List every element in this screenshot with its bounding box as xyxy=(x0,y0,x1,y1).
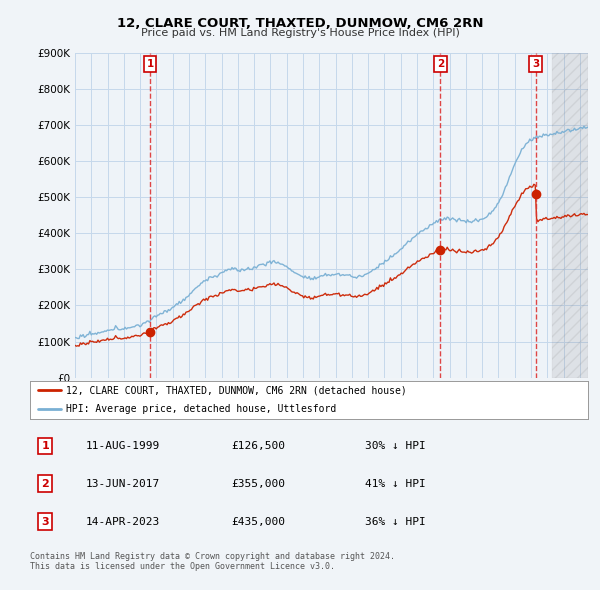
Text: £435,000: £435,000 xyxy=(231,517,285,526)
Text: £126,500: £126,500 xyxy=(231,441,285,451)
Text: 14-APR-2023: 14-APR-2023 xyxy=(86,517,160,526)
Text: 13-JUN-2017: 13-JUN-2017 xyxy=(86,479,160,489)
Text: 1: 1 xyxy=(41,441,49,451)
Text: 12, CLARE COURT, THAXTED, DUNMOW, CM6 2RN (detached house): 12, CLARE COURT, THAXTED, DUNMOW, CM6 2R… xyxy=(66,385,407,395)
Text: 2: 2 xyxy=(437,59,444,69)
Text: 3: 3 xyxy=(41,517,49,526)
Text: Contains HM Land Registry data © Crown copyright and database right 2024.
This d: Contains HM Land Registry data © Crown c… xyxy=(30,552,395,571)
Text: 41% ↓ HPI: 41% ↓ HPI xyxy=(365,479,425,489)
Text: 12, CLARE COURT, THAXTED, DUNMOW, CM6 2RN: 12, CLARE COURT, THAXTED, DUNMOW, CM6 2R… xyxy=(117,17,483,30)
Text: 1: 1 xyxy=(146,59,154,69)
Bar xyxy=(552,53,588,378)
Text: 3: 3 xyxy=(532,59,539,69)
Text: 36% ↓ HPI: 36% ↓ HPI xyxy=(365,517,425,526)
Text: 11-AUG-1999: 11-AUG-1999 xyxy=(86,441,160,451)
Text: Price paid vs. HM Land Registry's House Price Index (HPI): Price paid vs. HM Land Registry's House … xyxy=(140,28,460,38)
Text: £355,000: £355,000 xyxy=(231,479,285,489)
Text: HPI: Average price, detached house, Uttlesford: HPI: Average price, detached house, Uttl… xyxy=(66,404,337,414)
Text: 2: 2 xyxy=(41,479,49,489)
Text: 30% ↓ HPI: 30% ↓ HPI xyxy=(365,441,425,451)
